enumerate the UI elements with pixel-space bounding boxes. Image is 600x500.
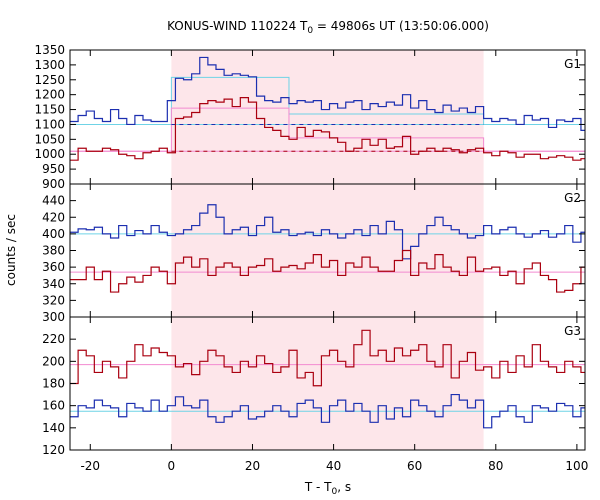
g2-series-0 [70,204,585,260]
x-tick-label: 20 [245,459,260,473]
g2-series-1 [70,249,585,293]
g1-y-tick-label: 1200 [34,88,65,102]
g1-y-tick-label: 900 [42,177,65,191]
g2-y-tick-label: 360 [42,260,65,274]
g1-y-tick-label: 950 [42,162,65,176]
g2-panel-label: G2 [564,191,581,205]
g1-y-tick-label: 1150 [34,103,65,117]
x-tick-label: 80 [488,459,503,473]
g2-y-tick-label: 320 [42,293,65,307]
y-axis-label: counts / sec [4,214,18,286]
g3-y-tick-label: 220 [42,332,65,346]
g2-y-tick-label: 400 [42,227,65,241]
g2-y-tick-label: 440 [42,194,65,208]
g3-y-tick-label: 200 [42,354,65,368]
g2-y-tick-label: 420 [42,210,65,224]
g3-series-1 [70,329,585,387]
g1-y-tick-label: 1350 [34,43,65,57]
g1-y-tick-label: 1000 [34,147,65,161]
g3-y-tick-label: 140 [42,421,65,435]
g3-y-tick-label: 180 [42,377,65,391]
g2-y-tick-label: 340 [42,277,65,291]
g1-y-tick-label: 1250 [34,73,65,87]
x-tick-label: 60 [407,459,422,473]
g2-y-tick-label: 300 [42,310,65,324]
g3-y-tick-label: 160 [42,399,65,413]
x-tick-label: 40 [326,459,341,473]
g3-series-0 [70,393,585,429]
x-tick-label: -20 [80,459,100,473]
shaded-burst-interval [171,50,484,450]
g1-series-1 [70,97,585,161]
g3-panel-label: G3 [564,324,581,338]
g1-y-tick-label: 1050 [34,132,65,146]
g1-y-tick-label: 1100 [34,117,65,131]
x-tick-label: 100 [565,459,588,473]
x-tick-label: 0 [168,459,176,473]
g2-y-tick-label: 380 [42,244,65,258]
x-axis-label: T - T0, s [304,480,351,497]
chart-title: KONUS-WIND 110224 T0 = 49806s UT (13:50:… [167,19,489,36]
g1-y-tick-label: 1300 [34,58,65,72]
g3-y-tick-label: 120 [42,443,65,457]
g1-series-0 [70,56,585,131]
g1-panel-label: G1 [564,57,581,71]
